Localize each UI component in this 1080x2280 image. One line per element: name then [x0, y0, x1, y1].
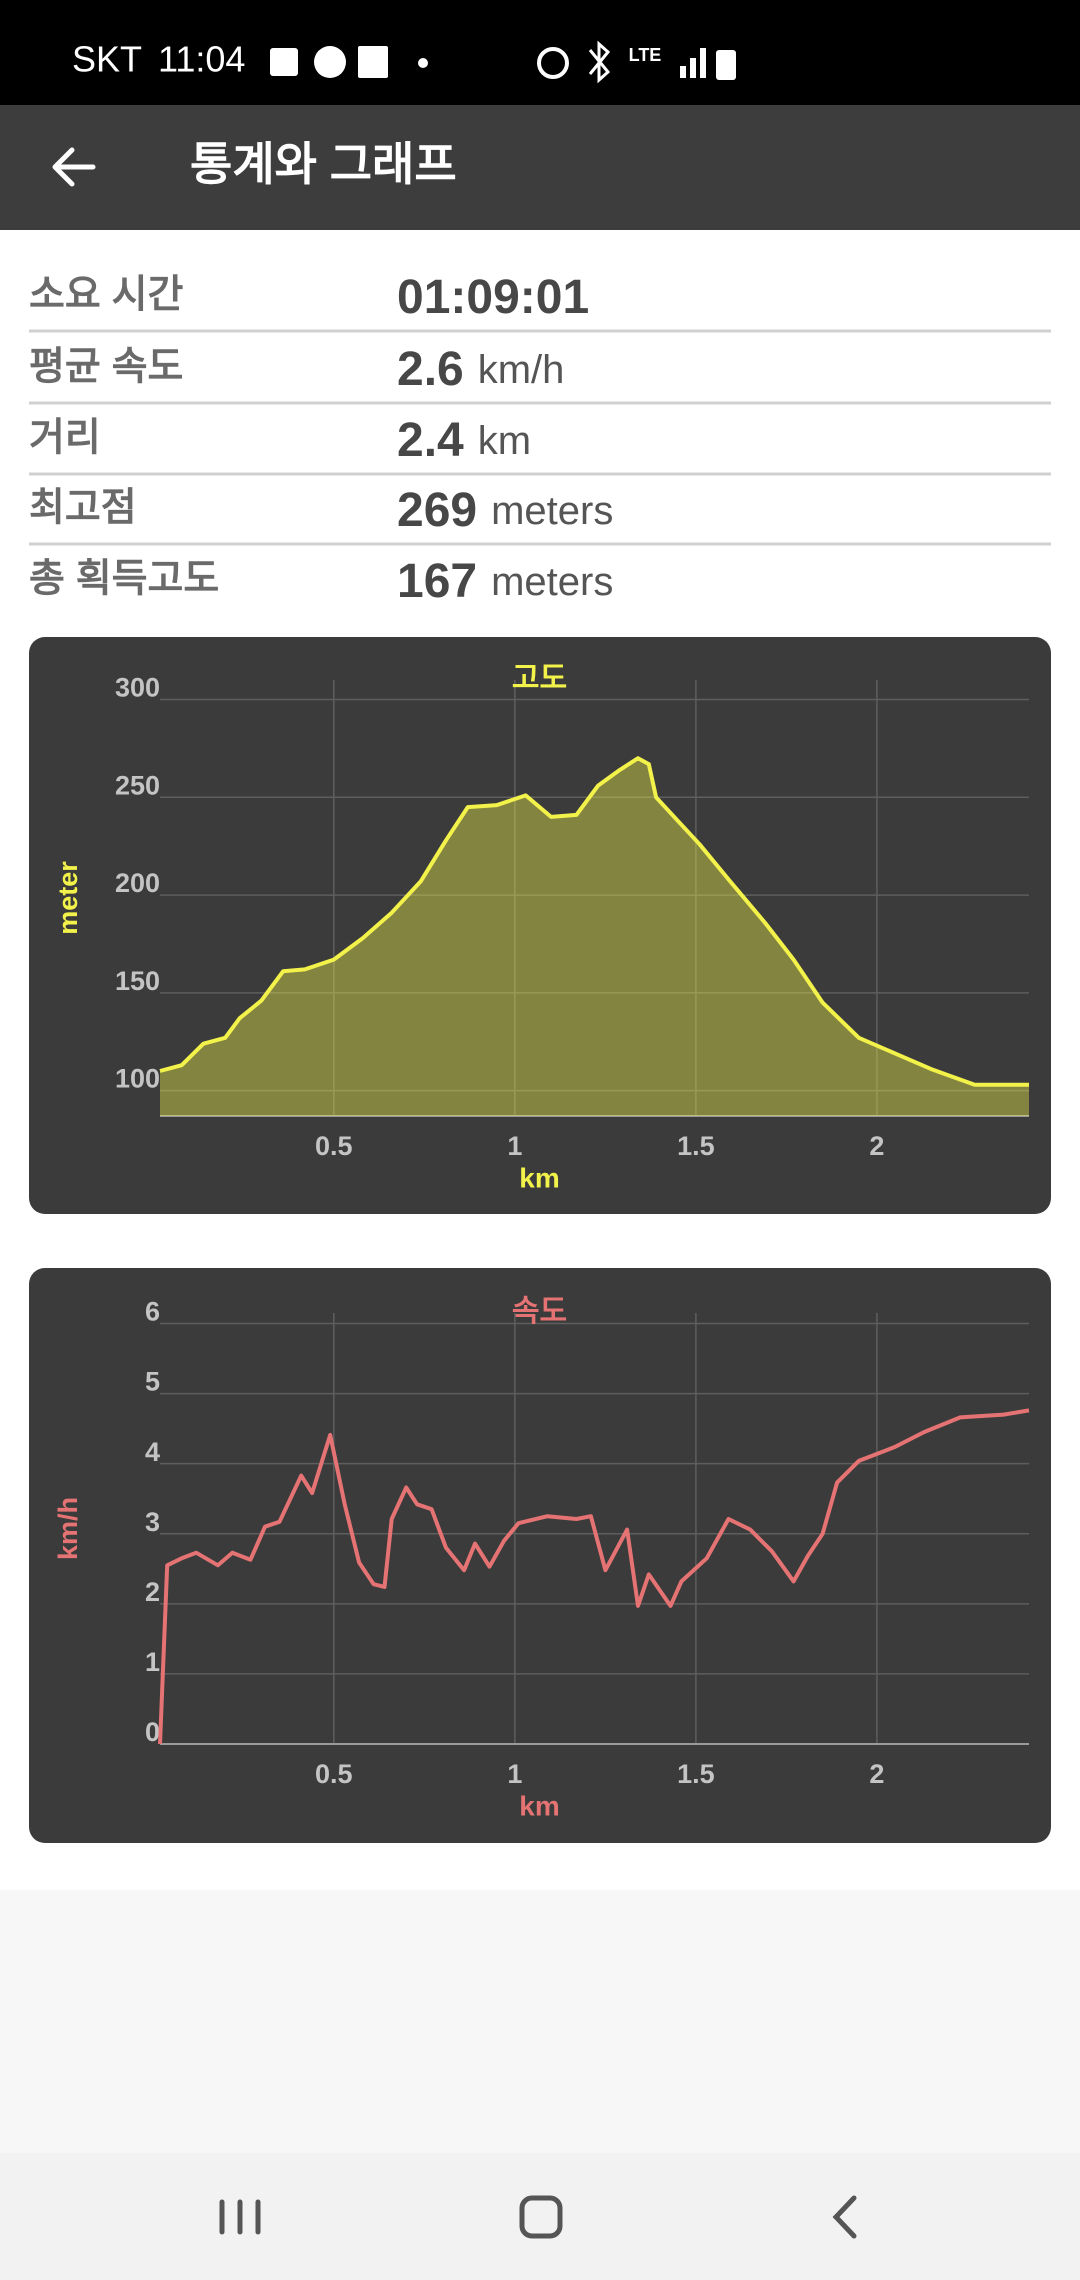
x-tick-label: 0.5 — [315, 1759, 353, 1789]
stat-value: 269 — [397, 484, 477, 537]
x-axis-label: km — [519, 1790, 559, 1821]
y-tick-label: 4 — [145, 1437, 160, 1467]
chart-title: 속도 — [512, 1295, 567, 1328]
stat-unit: meters — [491, 560, 613, 604]
x-tick-label: 1.5 — [677, 1759, 715, 1789]
home-button[interactable] — [519, 2195, 563, 2239]
stat-label: 평균 속도 — [29, 345, 183, 388]
stat-unit: meters — [491, 489, 613, 533]
stat-unit: km — [478, 419, 531, 463]
line — [159, 756, 1029, 1087]
x-tick-label: 1.5 — [677, 1131, 715, 1161]
nav-bar — [0, 2153, 1080, 2280]
x-tick-label: 2 — [869, 1131, 884, 1161]
x-tick-label: 1 — [507, 1131, 522, 1161]
y-tick-label: 100 — [115, 1064, 160, 1094]
chart: 100 150 200 250 300 0.5 1 1.5 2 고도 km meter — [29, 637, 1051, 1214]
carrier: SKT — [72, 39, 142, 80]
x-tick-label: 1 — [507, 1759, 522, 1789]
stat-value: 167 — [397, 555, 477, 608]
chart: 0 1 2 3 4 5 6 0.5 1 1.5 2 속도 km km/h — [29, 1268, 1051, 1843]
chart-title: 고도 — [512, 662, 567, 695]
y-tick-label: 6 — [145, 1297, 160, 1327]
status-bar — [0, 0, 1080, 105]
y-axis-label: meter — [53, 861, 83, 935]
back-nav-button[interactable] — [832, 2195, 857, 2239]
back-button[interactable] — [52, 147, 96, 187]
network-type: LTE — [629, 45, 662, 65]
stat-label: 소요 시간 — [29, 273, 183, 316]
stat-value-line: 01:09:01 — [397, 271, 589, 324]
y-tick-label: 200 — [115, 868, 160, 898]
stat-value: 2.6 — [397, 343, 464, 396]
stat-value-line: 2.4 km — [397, 414, 531, 467]
x-tick-label: 2 — [869, 1759, 884, 1789]
y-tick-label: 3 — [145, 1507, 160, 1537]
y-tick-label: 2 — [145, 1577, 160, 1607]
stat-value-line: 167 meters — [397, 555, 613, 608]
y-tick-label: 1 — [145, 1647, 160, 1677]
app-bar — [0, 105, 1080, 230]
stat-label: 총 획득고도 — [29, 557, 219, 600]
y-tick-label: 0 — [145, 1717, 160, 1747]
line — [158, 1408, 1030, 1745]
stat-value: 2.4 — [397, 414, 464, 467]
stat-label: 거리 — [29, 416, 101, 459]
x-tick-label: 0.5 — [315, 1131, 353, 1161]
app-title: 통계와 그래프 — [190, 138, 457, 190]
stat-unit: km/h — [478, 348, 565, 392]
y-tick-label: 150 — [115, 966, 160, 996]
area-fill — [160, 758, 1029, 1116]
chart-card — [29, 1268, 1051, 1843]
stat-value-line: 269 meters — [397, 484, 613, 537]
recents-button[interactable] — [219, 2199, 261, 2235]
x-axis-label: km — [519, 1162, 559, 1193]
y-tick-label: 300 — [115, 673, 160, 703]
y-tick-label: 5 — [145, 1367, 160, 1397]
status-icons — [270, 40, 736, 84]
stat-label: 최고점 — [29, 486, 137, 529]
chart-card — [29, 637, 1051, 1214]
stat-value: 01:09:01 — [397, 271, 589, 324]
y-tick-label: 250 — [115, 770, 160, 800]
y-axis-label: km/h — [53, 1497, 83, 1560]
stats: 소요 시간 01:09:01 평균 속도 2.6 km/h 거리 2.4 km 최고점 269 me… — [29, 271, 1051, 608]
clock: 11:04 — [158, 39, 245, 80]
stat-value-line: 2.6 km/h — [397, 343, 564, 396]
